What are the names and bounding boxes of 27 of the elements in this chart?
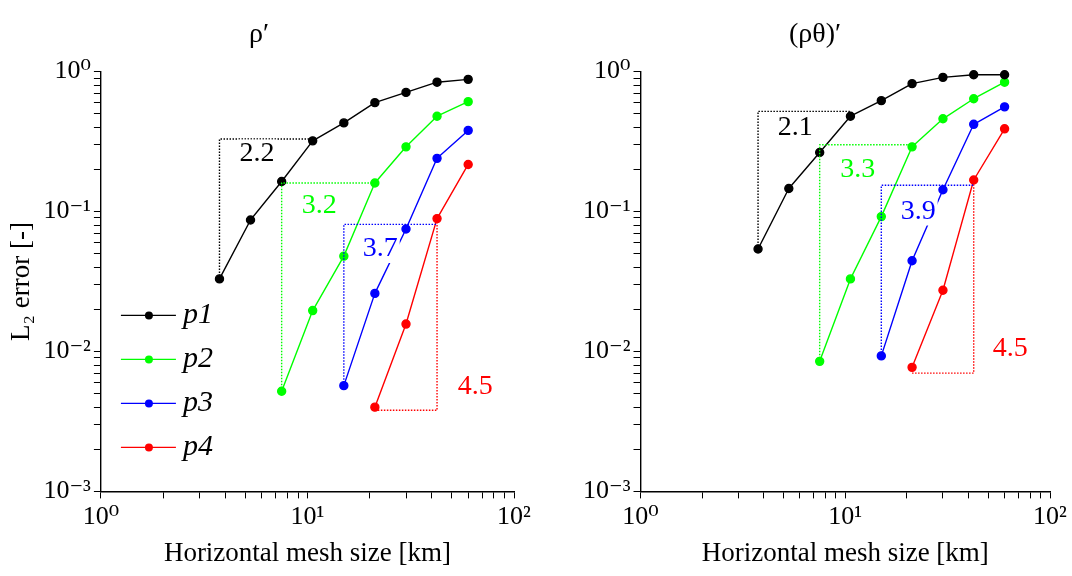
annotation: 3.7: [362, 231, 398, 263]
annotation: 4.5: [457, 369, 493, 401]
y-tick-label: 10⁻¹: [582, 195, 631, 225]
y-tick-label: 10⁰: [54, 55, 91, 85]
annotation: 4.5: [992, 331, 1028, 363]
y-tick-label: 10⁻²: [582, 335, 631, 365]
annotation: 2.1: [777, 109, 813, 141]
chart-title: ρ′: [248, 17, 270, 49]
legend-label: p4: [180, 428, 213, 462]
legend-label: p2: [180, 340, 213, 374]
annotation: 3.3: [840, 151, 876, 183]
x-tick-label: 10²: [1033, 500, 1068, 530]
legend-label: p3: [180, 384, 213, 418]
y-axis-title: L₂ error [-]: [5, 222, 36, 341]
y-tick-label: 10⁻²: [43, 335, 92, 365]
x-tick-label: 10²: [497, 500, 532, 530]
x-axis-title: Horizontal mesh size [km]: [163, 536, 452, 567]
annotation: 2.2: [239, 135, 275, 167]
x-tick-label: 10¹: [828, 500, 863, 530]
y-tick-label: 10⁰: [594, 55, 631, 85]
x-tick-label: 10¹: [290, 500, 325, 530]
annotation: 3.9: [900, 193, 936, 225]
x-axis-title: Horizontal mesh size [km]: [701, 536, 989, 567]
legend-label: p1: [180, 296, 213, 330]
y-tick-label: 10⁻¹: [43, 195, 91, 225]
chart-title: (ρθ)′: [788, 17, 842, 49]
annotation: 3.2: [301, 188, 337, 220]
